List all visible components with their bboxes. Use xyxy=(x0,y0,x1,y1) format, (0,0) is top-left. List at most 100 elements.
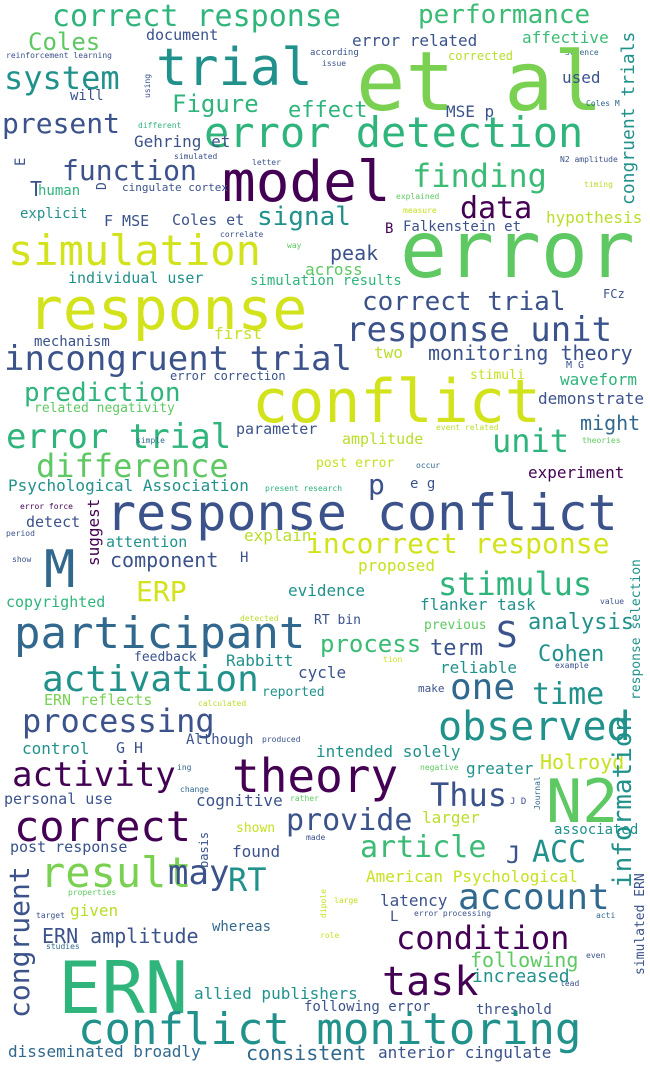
cloud-word: target xyxy=(36,911,65,920)
cloud-word: D xyxy=(95,182,110,190)
cloud-word: reported xyxy=(262,685,325,700)
cloud-word: two xyxy=(374,343,403,362)
cloud-word: value xyxy=(600,597,625,606)
cloud-word: cingulate cortex xyxy=(122,181,228,194)
cloud-word: M xyxy=(44,540,76,600)
cloud-word: Figure xyxy=(172,90,259,118)
cloud-word: parameter xyxy=(236,420,318,438)
cloud-word: unit xyxy=(492,422,570,460)
cloud-word: attention xyxy=(106,533,188,551)
cloud-word: first xyxy=(214,324,263,343)
cloud-word: ERN xyxy=(58,946,189,1030)
cloud-word: difference xyxy=(36,447,229,485)
cloud-word: theories xyxy=(582,436,621,445)
cloud-word: using xyxy=(143,73,152,98)
cloud-word: greater xyxy=(466,759,534,778)
cloud-word: used xyxy=(562,68,601,87)
cloud-word: peak xyxy=(330,241,379,265)
cloud-word: correct trial xyxy=(362,287,566,317)
cloud-word: data xyxy=(460,191,533,226)
cloud-word: finding xyxy=(412,157,547,195)
cloud-word: term xyxy=(430,636,483,661)
cloud-word: following xyxy=(470,948,579,972)
cloud-word: suggest xyxy=(84,498,103,566)
cloud-word: feedback xyxy=(134,650,197,665)
cloud-word: processing xyxy=(22,702,215,740)
cloud-word: et al xyxy=(356,35,603,130)
cloud-word: explained xyxy=(396,192,440,201)
cloud-word: error force xyxy=(20,502,73,511)
cloud-word: flanker task xyxy=(420,595,536,614)
cloud-word: observed xyxy=(438,704,631,750)
cloud-word: correlate xyxy=(220,230,264,239)
cloud-word: across xyxy=(305,260,363,279)
cloud-word: produced xyxy=(262,735,301,744)
cloud-word: personal use xyxy=(4,790,113,808)
cloud-word: simulated xyxy=(174,152,218,161)
cloud-word: event related xyxy=(436,423,499,432)
cloud-word: demonstrate xyxy=(538,389,644,408)
cloud-word: process xyxy=(320,630,422,658)
cloud-word: simulation xyxy=(8,226,261,275)
cloud-word: letter xyxy=(252,158,281,167)
cloud-word: F MSE xyxy=(104,212,150,230)
cloud-word: activation xyxy=(42,659,259,700)
cloud-word: theory xyxy=(232,749,399,803)
cloud-word: corrected xyxy=(448,49,514,63)
cloud-word: detected xyxy=(240,614,279,623)
cloud-word: model xyxy=(222,150,391,215)
cloud-word: Coles M xyxy=(586,99,620,108)
cloud-word: response conflict xyxy=(106,484,618,542)
cloud-word: explain xyxy=(244,526,312,545)
cloud-word: associated xyxy=(554,822,639,838)
cloud-word: disseminated broadly xyxy=(8,1042,201,1061)
cloud-word: found xyxy=(232,842,281,861)
cloud-word: provide xyxy=(286,803,413,838)
cloud-word: component xyxy=(110,548,219,572)
cloud-word: hypothesis xyxy=(546,208,643,227)
cloud-word: affective xyxy=(522,28,609,47)
cloud-word: conflict xyxy=(252,367,541,437)
cloud-word: incorrect response xyxy=(306,527,610,560)
cloud-word: ERN reflects xyxy=(44,691,153,709)
cloud-word: proposed xyxy=(358,556,436,575)
cloud-word: system xyxy=(4,59,120,97)
cloud-word: Psychological Association xyxy=(8,476,249,495)
cloud-word: analysis xyxy=(528,610,634,635)
cloud-word: N2 amplitude xyxy=(560,155,618,164)
cloud-word: error related xyxy=(352,31,478,50)
cloud-word: FCz xyxy=(603,287,625,301)
cloud-word: tion xyxy=(383,655,403,664)
cloud-word: J xyxy=(506,841,521,869)
cloud-word: dipole xyxy=(319,889,328,918)
cloud-word: G H xyxy=(116,739,144,757)
cloud-word: previous xyxy=(424,618,487,633)
cloud-word: made xyxy=(306,833,326,842)
cloud-word: human xyxy=(38,183,81,199)
cloud-word: according xyxy=(310,48,359,58)
cloud-word: detect xyxy=(26,513,81,531)
cloud-word: lead xyxy=(560,979,580,988)
cloud-word: measure xyxy=(403,206,437,215)
cloud-word: incongruent trial xyxy=(4,339,352,379)
cloud-word: prediction xyxy=(24,378,181,408)
cloud-word: Gehring et xyxy=(134,132,231,151)
cloud-word: monitoring theory xyxy=(428,341,633,365)
cloud-word: reinforcement learning xyxy=(6,51,112,60)
cloud-word: consistent xyxy=(246,1041,367,1065)
cloud-word: T xyxy=(30,177,43,201)
cloud-word: congruent xyxy=(3,866,36,1018)
cloud-word: function xyxy=(62,154,197,187)
cloud-word: RT xyxy=(228,861,267,899)
cloud-word: copyrighted xyxy=(6,593,106,611)
cloud-word: trial xyxy=(156,38,313,98)
cloud-word: simple xyxy=(136,436,165,445)
cloud-word: Thus xyxy=(430,776,508,814)
cloud-word: studies xyxy=(46,942,80,951)
cloud-word: signal xyxy=(257,202,351,232)
cloud-word: timing xyxy=(584,180,613,189)
cloud-word: American Psychological xyxy=(366,867,578,886)
cloud-word: Cohen xyxy=(538,642,605,667)
cloud-word: cycle xyxy=(298,663,347,682)
cloud-word: e g xyxy=(410,476,436,492)
